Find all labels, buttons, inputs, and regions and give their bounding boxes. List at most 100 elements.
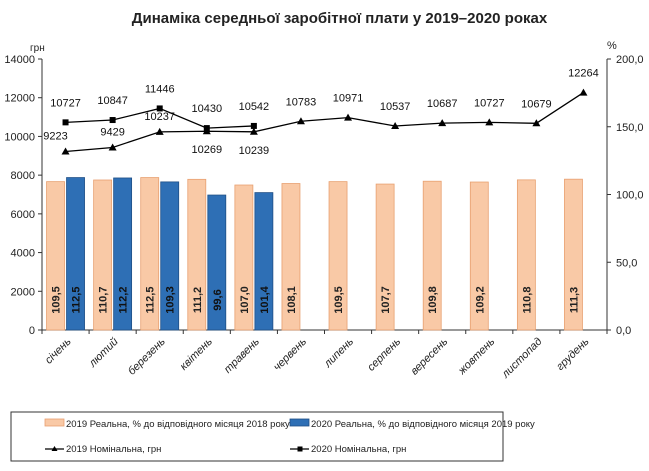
bar-2020 bbox=[66, 177, 85, 331]
x-tick-label: липень bbox=[321, 335, 356, 370]
x-tick-label: жовтень bbox=[455, 335, 497, 377]
legend-swatch bbox=[289, 418, 310, 427]
marker-2019 bbox=[485, 118, 494, 126]
marker-2019 bbox=[249, 127, 258, 135]
bar-label: 109,5 bbox=[333, 286, 345, 314]
legend-marker bbox=[297, 446, 303, 452]
value-label-2019: 10537 bbox=[380, 101, 411, 113]
value-label-2020: 10727 bbox=[50, 97, 81, 109]
value-label-2019: 10237 bbox=[144, 111, 175, 123]
marker-2019 bbox=[155, 127, 164, 135]
marker-2019 bbox=[296, 117, 305, 125]
right-tick-label: 200,0 bbox=[616, 54, 644, 66]
marker-2020 bbox=[250, 122, 257, 129]
right-tick-label: 0,0 bbox=[616, 325, 631, 337]
left-tick-label: 8000 bbox=[11, 170, 35, 182]
value-label-2019: 10727 bbox=[474, 97, 505, 109]
right-axis-label: % bbox=[607, 40, 617, 52]
bar-2019 bbox=[93, 179, 113, 331]
bar-label: 110,8 bbox=[521, 287, 533, 314]
left-axis-label: грн bbox=[30, 43, 45, 54]
bar-2019 bbox=[187, 178, 207, 331]
bar-label: 109,8 bbox=[427, 286, 439, 314]
bar-2019 bbox=[375, 183, 395, 331]
marker-2019 bbox=[108, 143, 117, 151]
value-label-2020: 10847 bbox=[97, 95, 128, 107]
bar-2020 bbox=[254, 192, 274, 331]
bar-2020 bbox=[207, 194, 227, 331]
chart-title: Динаміка середньої заробітної плати у 20… bbox=[131, 10, 548, 27]
bar-2019 bbox=[564, 178, 583, 331]
bar-2019 bbox=[46, 181, 65, 331]
bar-2019 bbox=[140, 177, 160, 331]
legend-label: 2019 Реальна, % до відповідного місяця 2… bbox=[66, 419, 290, 430]
bar-2019 bbox=[469, 181, 489, 331]
value-label-2020: 11446 bbox=[145, 83, 175, 95]
bar-label: 111,2 bbox=[192, 287, 204, 313]
x-tick-label: травень bbox=[222, 335, 262, 375]
left-tick-label: 0 bbox=[29, 325, 35, 337]
marker-2020 bbox=[62, 119, 69, 126]
left-tick-label: 14000 bbox=[4, 54, 35, 66]
legend-swatch bbox=[44, 418, 65, 427]
x-tick-label: березень bbox=[126, 335, 168, 377]
marker-2019 bbox=[532, 119, 541, 127]
value-label-2020: 10542 bbox=[239, 101, 270, 113]
bar-2020 bbox=[160, 181, 180, 331]
line-2019 bbox=[65, 92, 584, 153]
legend-label: 2020 Номінальна, грн bbox=[311, 444, 406, 455]
marker-2019 bbox=[579, 88, 588, 96]
bar-label: 101,4 bbox=[259, 285, 271, 313]
bar-label: 109,5 bbox=[51, 286, 63, 314]
bar-label: 107,7 bbox=[380, 286, 392, 314]
bar-label: 112,2 bbox=[118, 287, 130, 314]
value-label-2019: 9223 bbox=[43, 130, 67, 142]
legend-label: 2020 Реальна, % до відповідного місяця 2… bbox=[311, 419, 535, 430]
bar-label: 110,7 bbox=[98, 287, 110, 314]
bar-label: 112,5 bbox=[71, 287, 83, 314]
x-tick-label: серпень bbox=[365, 335, 403, 373]
bar-2019 bbox=[516, 179, 536, 331]
value-label-2019: 10269 bbox=[191, 144, 222, 156]
bar-2019 bbox=[281, 183, 301, 331]
legend bbox=[10, 411, 504, 462]
right-tick-label: 50,0 bbox=[616, 257, 637, 269]
x-tick-label: листопад bbox=[499, 336, 544, 381]
value-label-2019: 12264 bbox=[568, 68, 599, 80]
bar-label: 109,2 bbox=[474, 286, 486, 314]
value-label-2020: 10430 bbox=[191, 103, 222, 115]
bar-2019 bbox=[234, 184, 254, 331]
right-tick-label: 150,0 bbox=[616, 122, 644, 134]
marker-2019 bbox=[61, 147, 70, 155]
value-label-2019: 9429 bbox=[100, 126, 124, 138]
marker-2019 bbox=[391, 122, 400, 130]
left-tick-label: 2000 bbox=[11, 286, 35, 298]
marker-2019 bbox=[438, 119, 447, 127]
bar-label: 112,5 bbox=[145, 287, 157, 314]
legend-label: 2019 Номінальна, грн bbox=[66, 444, 161, 455]
left-tick-label: 6000 bbox=[11, 209, 35, 221]
value-label-2019: 10679 bbox=[521, 98, 552, 110]
left-tick-label: 12000 bbox=[4, 93, 35, 105]
left-tick-label: 10000 bbox=[4, 131, 35, 143]
value-label-2019: 10239 bbox=[239, 145, 270, 157]
marker-2020 bbox=[109, 117, 116, 124]
x-tick-label: квітень bbox=[178, 335, 215, 372]
right-tick-label: 100,0 bbox=[616, 190, 644, 202]
bar-label: 107,0 bbox=[239, 286, 251, 314]
marker-2019 bbox=[344, 113, 353, 121]
bar-2019 bbox=[422, 180, 442, 331]
x-tick-label: червень bbox=[271, 335, 309, 373]
legend-marker bbox=[51, 446, 58, 451]
value-label-2019: 10971 bbox=[333, 93, 364, 105]
x-tick-label: лютий bbox=[86, 336, 121, 371]
marker-2020 bbox=[156, 105, 163, 112]
bar-2020 bbox=[113, 177, 133, 331]
value-label-2019: 10783 bbox=[286, 96, 317, 108]
marker-2020 bbox=[203, 125, 210, 132]
bar-2019 bbox=[328, 181, 348, 331]
left-tick-label: 4000 bbox=[11, 248, 35, 260]
bar-label: 108,1 bbox=[286, 286, 298, 314]
